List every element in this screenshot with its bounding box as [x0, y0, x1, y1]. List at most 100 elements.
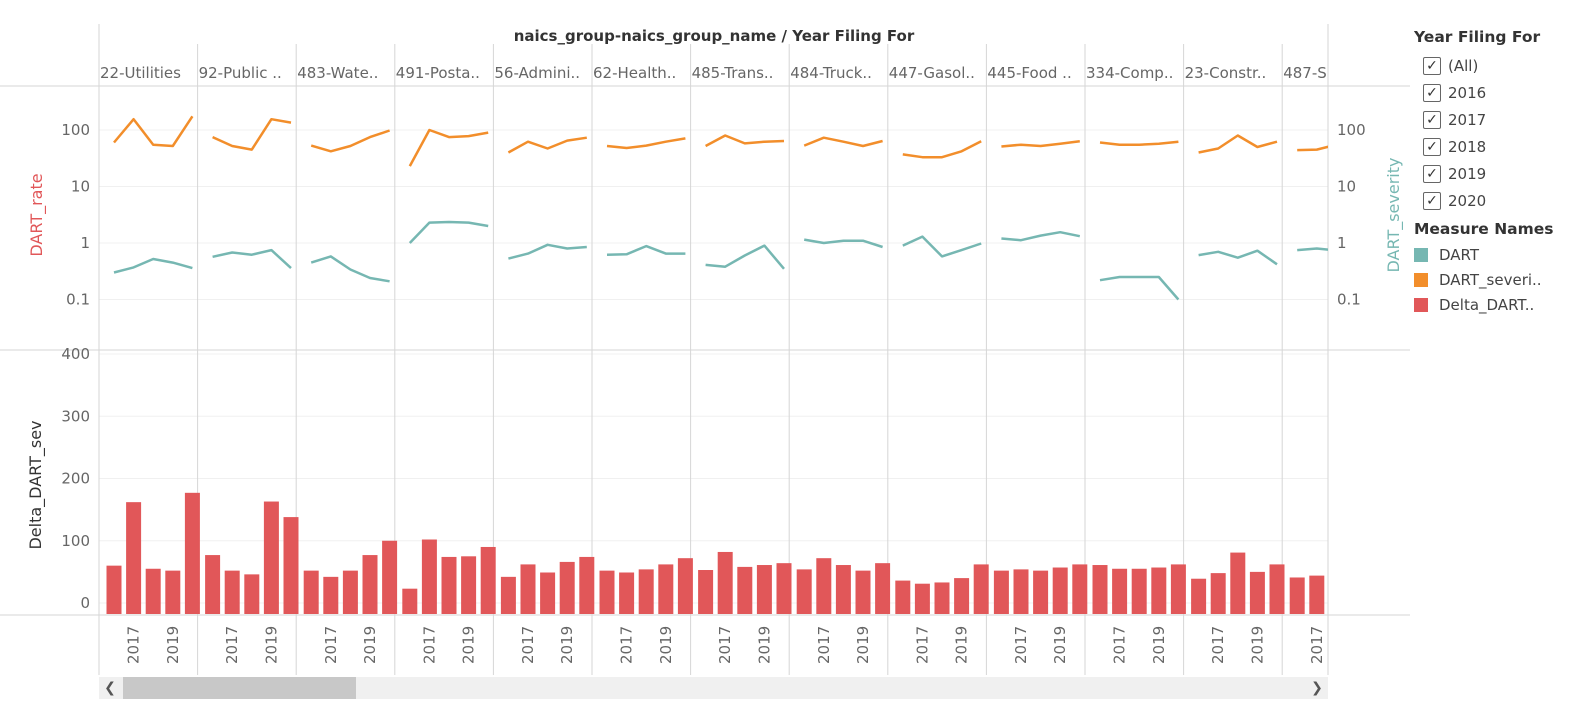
delta-bar — [658, 564, 674, 614]
x-tick-label: 2017 — [913, 626, 931, 664]
checkbox-icon[interactable]: ✓ — [1423, 137, 1441, 156]
dart-line — [408, 220, 489, 244]
measure-legend-item[interactable]: DART_severi.. — [1414, 267, 1584, 292]
scrollbar-thumb[interactable] — [123, 677, 356, 699]
delta-bar — [205, 555, 221, 614]
x-tick-label: 2019 — [1347, 626, 1365, 664]
year-filter-list: ✓ (All) ✓ 2016 ✓ 2017 ✓ 2018 ✓ 2019 ✓ 2020 — [1414, 52, 1584, 214]
measure-legend-item[interactable]: DART — [1414, 242, 1584, 267]
year-filter-option[interactable]: ✓ 2019 — [1414, 160, 1584, 187]
delta-bar — [559, 561, 575, 614]
x-tick-label: 2019 — [262, 626, 280, 664]
delta-bar — [263, 501, 279, 614]
year-filter-option[interactable]: ✓ (All) — [1414, 52, 1584, 79]
year-filter-option[interactable]: ✓ 2017 — [1414, 106, 1584, 133]
x-tick-label: 2017 — [1209, 626, 1227, 664]
delta-bar — [1092, 565, 1108, 614]
gridlines — [99, 129, 1328, 604]
legend-swatch — [1414, 247, 1428, 262]
delta-bar — [1131, 568, 1147, 614]
delta-bar — [1249, 571, 1265, 614]
dart-severity-tick: 0.1 — [1337, 291, 1361, 309]
dart-severity-axis-title: DART_severity — [1384, 158, 1404, 273]
measure-legend-item[interactable]: Delta_DART.. — [1414, 292, 1584, 317]
dart-line — [212, 248, 292, 270]
dart-severity-line — [705, 134, 785, 148]
year-filter-option[interactable]: ✓ 2018 — [1414, 133, 1584, 160]
delta-bar — [441, 556, 457, 614]
dart-rate-axis-title: DART_rate — [27, 173, 47, 256]
dart-line — [310, 255, 390, 283]
year-filter-label: 2017 — [1448, 110, 1487, 129]
delta-bar — [461, 556, 477, 614]
x-axis-ticks: 2017 2019 2017 2019 2017 2019 2017 2019 2017 2019… — [125, 626, 1365, 664]
delta-tick: 100 — [61, 532, 90, 550]
delta-bar — [875, 563, 891, 614]
dart-severity-line — [212, 117, 292, 151]
x-tick-label: 2019 — [1051, 626, 1069, 664]
checkbox-icon[interactable]: ✓ — [1423, 110, 1441, 129]
delta-bar — [1329, 568, 1344, 614]
delta-bar — [1269, 564, 1285, 614]
delta-tick: 0 — [80, 594, 90, 612]
delta-bar — [954, 578, 970, 614]
column-header-label: 56-Admini.. — [494, 64, 580, 82]
delta-bar — [579, 556, 595, 614]
delta-tick: 300 — [61, 407, 90, 425]
delta-bar — [382, 540, 398, 614]
dart-severity-tick: 10 — [1337, 178, 1356, 196]
x-tick-label: 2017 — [716, 626, 734, 664]
column-header-label: 483-Wate.. — [297, 64, 378, 82]
checkbox-icon[interactable]: ✓ — [1423, 56, 1441, 75]
delta-bar — [619, 572, 635, 614]
x-tick-label: 2019 — [361, 626, 379, 664]
chevron-right-icon[interactable]: ❯ — [1311, 680, 1323, 696]
column-header-label: 447-Gasol.. — [889, 64, 975, 82]
x-tick-label: 2019 — [657, 626, 675, 664]
measure-legend-label: DART_severi.. — [1439, 270, 1542, 289]
column-header-label: 487-S.. — [1283, 64, 1336, 82]
delta-bar — [342, 570, 358, 614]
delta-bar — [934, 582, 950, 614]
x-tick-label: 2019 — [558, 626, 576, 664]
delta-bar — [835, 565, 851, 614]
year-filter-label: 2020 — [1448, 191, 1487, 210]
delta-bar — [126, 502, 142, 614]
checkbox-icon[interactable]: ✓ — [1423, 83, 1441, 102]
delta-bar — [1112, 568, 1128, 614]
dart-severity-line — [1001, 140, 1080, 148]
delta-bar — [756, 565, 772, 614]
measure-names-title: Measure Names — [1414, 220, 1554, 238]
horizontal-scrollbar[interactable]: ❮ ❯ — [99, 677, 1328, 699]
delta-bar — [323, 576, 339, 614]
delta-bar — [993, 570, 1009, 614]
year-filter-option[interactable]: ✓ 2016 — [1414, 79, 1584, 106]
year-filter-option[interactable]: ✓ 2020 — [1414, 187, 1584, 214]
dart-severity-line — [803, 136, 883, 148]
delta-bar — [1289, 577, 1305, 614]
dart-severity-tick: 100 — [1337, 121, 1366, 139]
checkbox-icon[interactable]: ✓ — [1423, 191, 1441, 210]
chevron-left-icon[interactable]: ❮ — [104, 680, 116, 696]
delta-bar — [1210, 573, 1226, 614]
x-tick-label: 2017 — [1111, 626, 1129, 664]
checkbox-icon[interactable]: ✓ — [1423, 164, 1441, 183]
dart-severity-line — [902, 140, 982, 159]
x-tick-label: 2017 — [420, 626, 438, 664]
delta-bar — [599, 570, 615, 614]
column-headers: 22-Utilities 92-Public .. 483-Wate.. 491-Po… — [100, 64, 1336, 82]
delta-bar — [165, 570, 181, 614]
dart-rate-tick: 1 — [80, 234, 90, 252]
delta-tick: 200 — [61, 470, 90, 488]
delta-bar — [1191, 578, 1207, 614]
dart-line — [606, 244, 686, 256]
delta-bar — [244, 574, 260, 614]
delta-bar — [776, 563, 792, 614]
dart-line — [1001, 230, 1081, 242]
x-tick-label: 2017 — [223, 626, 241, 664]
x-tick-label: 2017 — [815, 626, 833, 664]
delta-bar — [421, 539, 437, 614]
delta-bar — [480, 546, 496, 614]
delta-bar — [1309, 575, 1325, 614]
